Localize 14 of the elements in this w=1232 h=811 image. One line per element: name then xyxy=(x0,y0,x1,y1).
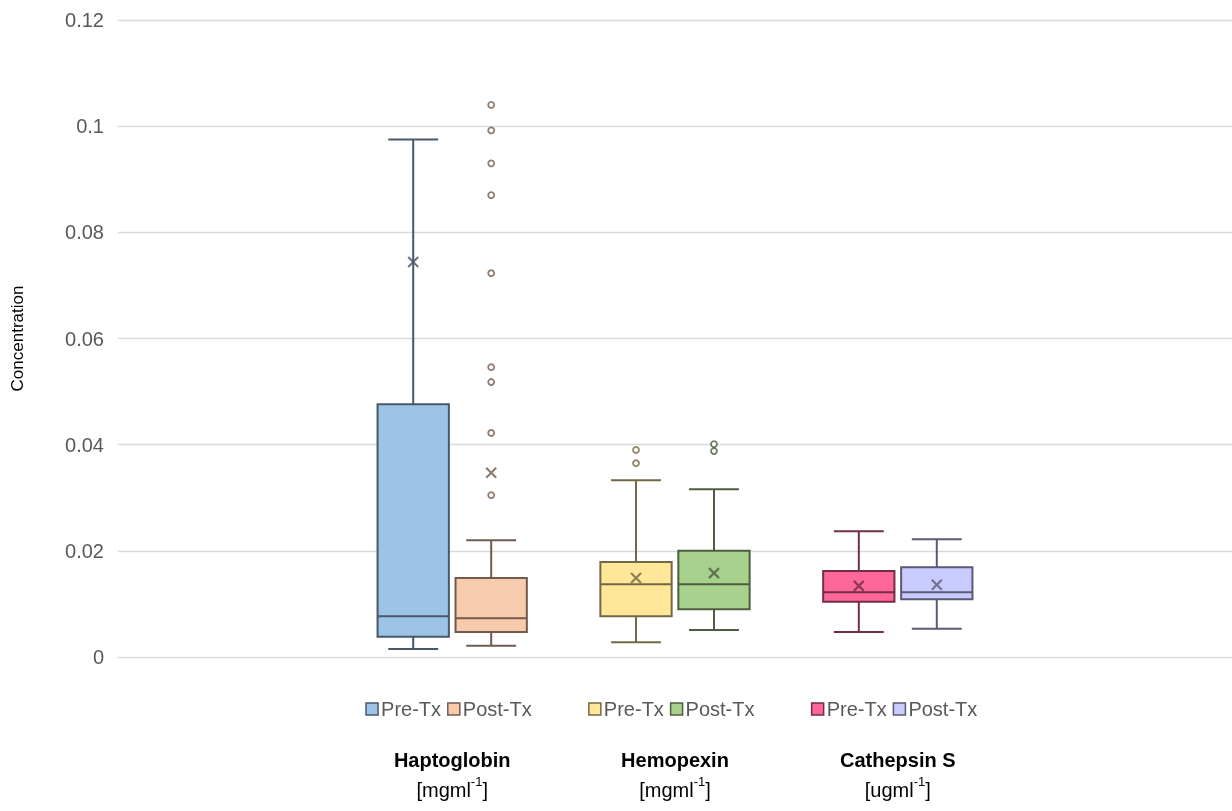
y-tick-label: 0.04 xyxy=(65,433,104,456)
y-tick-label: 0.1 xyxy=(76,115,104,138)
y-tick-label: 0.02 xyxy=(65,539,104,562)
y-tick-label: 0 xyxy=(92,646,104,668)
legend-label: Post-Tx xyxy=(462,698,532,720)
legend-label: Post-Tx xyxy=(685,698,755,720)
legend-label: Pre-Tx xyxy=(381,698,442,720)
y-tick-label: 0.06 xyxy=(65,327,104,350)
y-tick-label: 0.08 xyxy=(65,221,104,244)
y-axis-title: Concentration xyxy=(8,285,27,392)
legend-label: Post-Tx xyxy=(908,698,978,720)
y-tick-label: 0.12 xyxy=(65,9,104,31)
legend-label: Pre-Tx xyxy=(826,698,887,720)
legend-label: Pre-Tx xyxy=(603,698,664,720)
